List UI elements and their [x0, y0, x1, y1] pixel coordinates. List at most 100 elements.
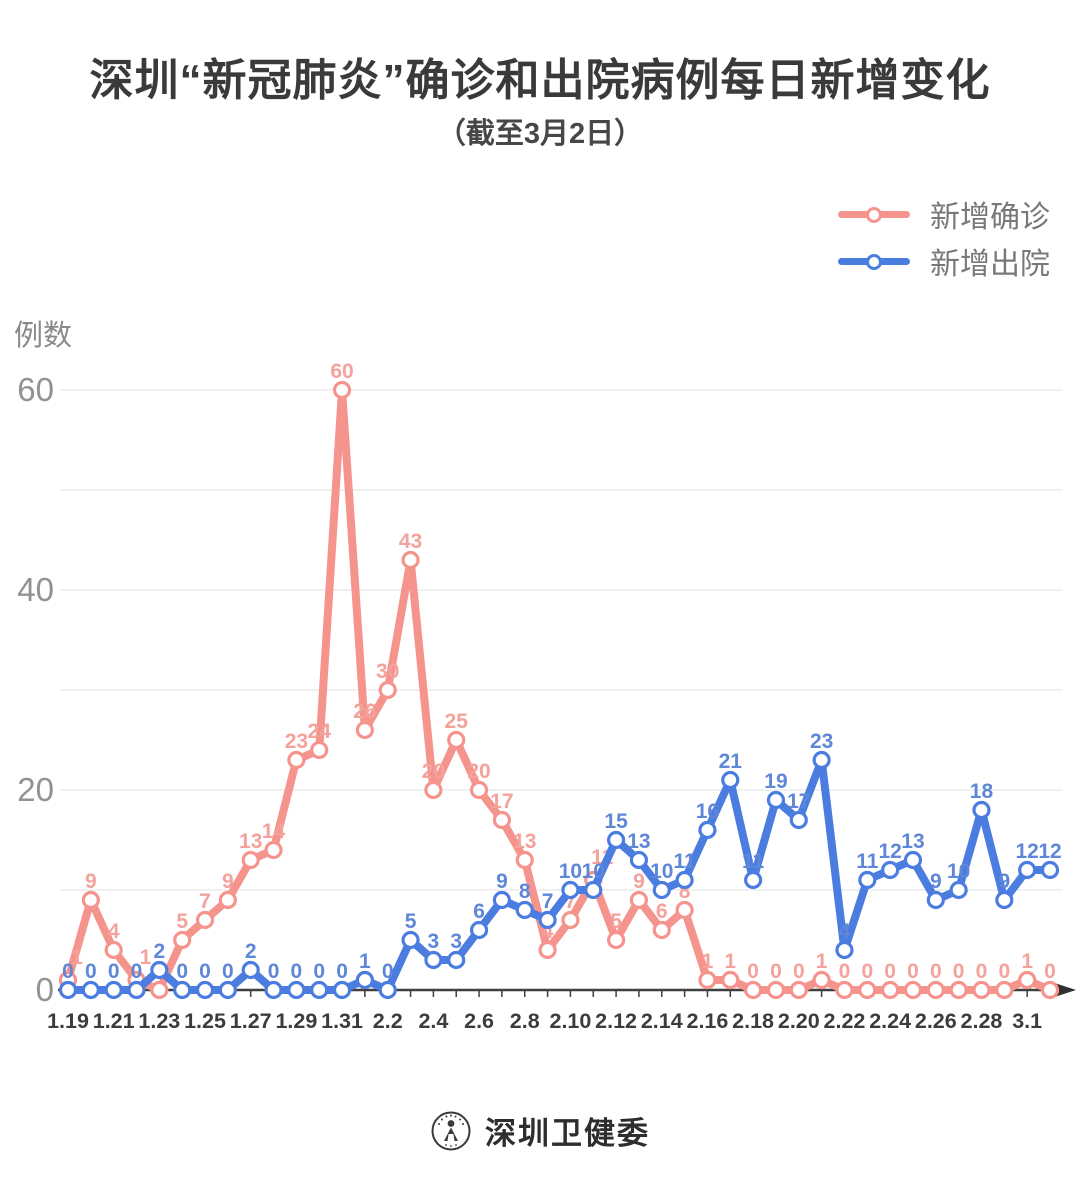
x-tick-label: 1.19	[47, 1009, 89, 1033]
x-tick-label: 2.16	[687, 1009, 729, 1033]
confirmed-value-label: 0	[930, 960, 942, 983]
confirmed-value-label: 20	[422, 760, 445, 783]
confirmed-marker	[447, 730, 466, 750]
discharged-value-label: 0	[382, 960, 394, 983]
discharged-value-label: 11	[742, 850, 765, 873]
discharged-value-label: 0	[336, 960, 348, 983]
discharged-marker	[58, 980, 78, 1000]
confirmed-marker	[812, 970, 831, 990]
confirmed-value-label: 1	[702, 950, 714, 973]
confirmed-marker	[698, 970, 717, 990]
discharged-marker	[469, 920, 489, 940]
discharged-marker	[1018, 860, 1037, 880]
discharged-marker	[949, 880, 968, 900]
discharged-value-label: 3	[428, 930, 440, 953]
discharged-marker	[606, 830, 626, 850]
discharged-value-label: 10	[947, 860, 970, 883]
discharged-value-label: 5	[405, 910, 417, 933]
confirmed-marker	[881, 980, 900, 1000]
confirmed-value-label: 43	[399, 530, 422, 553]
discharged-value-label: 11	[856, 850, 879, 873]
discharged-value-label: 19	[764, 770, 787, 793]
discharged-value-label: 7	[542, 890, 554, 913]
confirmed-marker	[903, 980, 923, 1000]
confirmed-value-label: 1	[71, 946, 83, 969]
confirmed-value-label: 0	[839, 960, 851, 983]
x-tick-label: 1.29	[275, 1009, 317, 1033]
x-tick-label: 2.4	[418, 1009, 448, 1033]
x-tick-label: 2.24	[869, 1009, 911, 1033]
confirmed-value-label: 9	[85, 870, 97, 893]
confirmed-value-label: 7	[565, 890, 577, 913]
discharged-value-label: 8	[519, 880, 531, 903]
confirmed-value-label: 13	[513, 830, 536, 853]
x-tick-label: 1.25	[184, 1009, 226, 1033]
confirmed-marker	[492, 810, 512, 830]
discharged-legend-marker	[838, 253, 910, 270]
discharged-value-label: 15	[604, 810, 628, 833]
discharged-marker	[881, 860, 900, 880]
discharged-value-label: 12	[1015, 840, 1038, 863]
confirmed-legend-marker	[838, 206, 910, 223]
confirmed-marker	[972, 980, 991, 1000]
discharged-value-label: 0	[85, 960, 97, 983]
discharged-value-label: 0	[199, 960, 211, 983]
discharged-value-label: 6	[473, 900, 485, 923]
discharged-marker	[698, 820, 717, 840]
discharged-value-label: 0	[62, 960, 74, 983]
discharged-value-label: 0	[268, 960, 280, 983]
discharged-marker	[81, 980, 100, 1000]
confirmed-value-label: 9	[222, 870, 234, 893]
confirmed-value-label: 24	[308, 720, 332, 743]
discharged-marker	[903, 850, 923, 870]
chart-subtitle: （截至3月2日）	[436, 118, 644, 150]
discharged-value-label: 0	[313, 960, 325, 983]
confirmed-marker	[766, 980, 786, 1000]
discharged-marker	[310, 980, 329, 1000]
confirmed-value-label: 26	[353, 700, 376, 723]
discharged-value-label: 21	[719, 750, 743, 773]
discharged-marker	[218, 980, 237, 1000]
discharged-value-label: 2	[154, 940, 166, 963]
discharged-value-label: 1	[359, 950, 371, 973]
discharged-value-label: 0	[222, 960, 234, 983]
discharged-value-label: 10	[582, 860, 605, 883]
discharged-marker	[332, 980, 352, 1000]
confirmed-value-label: 0	[793, 960, 805, 983]
confirmed-value-label: 0	[976, 960, 988, 983]
discharged-marker	[629, 850, 649, 870]
y-tick-label: 60	[17, 371, 54, 408]
confirmed-marker	[744, 980, 763, 1000]
confirmed-marker	[1018, 970, 1037, 990]
chart-title: 深圳“新冠肺炎”确诊和出院病例每日新增变化	[89, 56, 991, 105]
confirmed-value-label: 9	[633, 870, 645, 893]
discharged-marker	[584, 880, 603, 900]
confirmed-marker	[1040, 980, 1060, 1000]
y-tick-label: 40	[17, 571, 54, 608]
confirmed-marker	[332, 380, 352, 400]
confirmed-value-label: 1	[140, 946, 152, 969]
confirmed-marker	[104, 940, 123, 960]
discharged-value-label: 18	[970, 780, 994, 803]
confirmed-value-label: 17	[490, 790, 513, 813]
discharged-marker	[721, 770, 740, 790]
x-tick-label: 2.6	[464, 1009, 494, 1033]
discharged-marker	[241, 960, 260, 980]
discharged-marker	[926, 890, 945, 910]
legend: 新增确诊 新增出院	[838, 190, 1050, 284]
discharged-marker	[515, 900, 534, 920]
legend-item-discharged: 新增出院	[838, 237, 1050, 284]
confirmed-marker	[629, 890, 649, 910]
confirmed-marker	[241, 850, 260, 870]
confirmed-value-label: 25	[445, 710, 469, 733]
confirmed-marker	[401, 550, 420, 570]
discharged-marker	[766, 790, 786, 810]
confirmed-value-label: 1	[1021, 950, 1033, 973]
x-tick-label: 1.23	[138, 1009, 180, 1033]
discharged-value-label: 13	[627, 830, 650, 853]
discharged-value-label: 11	[674, 850, 697, 873]
confirmed-marker	[469, 780, 489, 800]
discharged-value-label: 13	[901, 830, 924, 853]
discharged-value-label: 2	[245, 940, 257, 963]
